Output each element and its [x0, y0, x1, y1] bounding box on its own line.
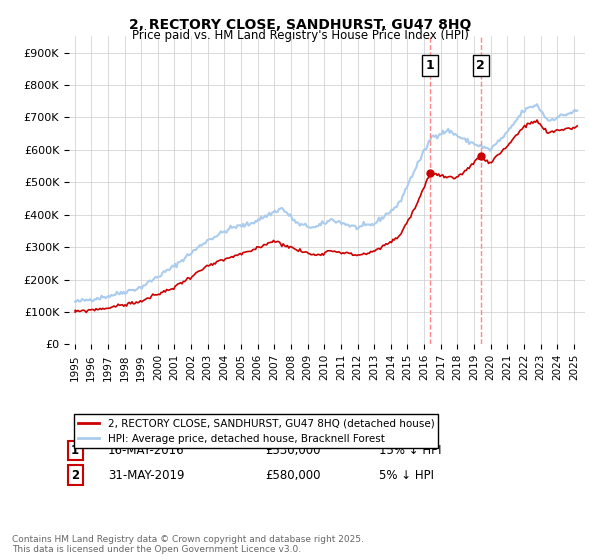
Text: Contains HM Land Registry data © Crown copyright and database right 2025.: Contains HM Land Registry data © Crown c… — [12, 535, 364, 544]
Text: 5% ↓ HPI: 5% ↓ HPI — [379, 469, 434, 482]
Text: Price paid vs. HM Land Registry's House Price Index (HPI): Price paid vs. HM Land Registry's House … — [131, 29, 469, 42]
Text: 2, RECTORY CLOSE, SANDHURST, GU47 8HQ: 2, RECTORY CLOSE, SANDHURST, GU47 8HQ — [129, 18, 471, 32]
Text: This data is licensed under the Open Government Licence v3.0.: This data is licensed under the Open Gov… — [12, 545, 301, 554]
Text: 15% ↓ HPI: 15% ↓ HPI — [379, 444, 441, 457]
Text: 31-MAY-2019: 31-MAY-2019 — [108, 469, 184, 482]
Text: 1: 1 — [71, 444, 79, 457]
Text: 1: 1 — [426, 59, 434, 72]
Text: £580,000: £580,000 — [265, 469, 320, 482]
Text: 2: 2 — [476, 59, 485, 72]
Text: 16-MAY-2016: 16-MAY-2016 — [108, 444, 184, 457]
Text: 2: 2 — [71, 469, 79, 482]
Text: £530,000: £530,000 — [265, 444, 320, 457]
Legend: 2, RECTORY CLOSE, SANDHURST, GU47 8HQ (detached house), HPI: Average price, deta: 2, RECTORY CLOSE, SANDHURST, GU47 8HQ (d… — [74, 414, 439, 448]
